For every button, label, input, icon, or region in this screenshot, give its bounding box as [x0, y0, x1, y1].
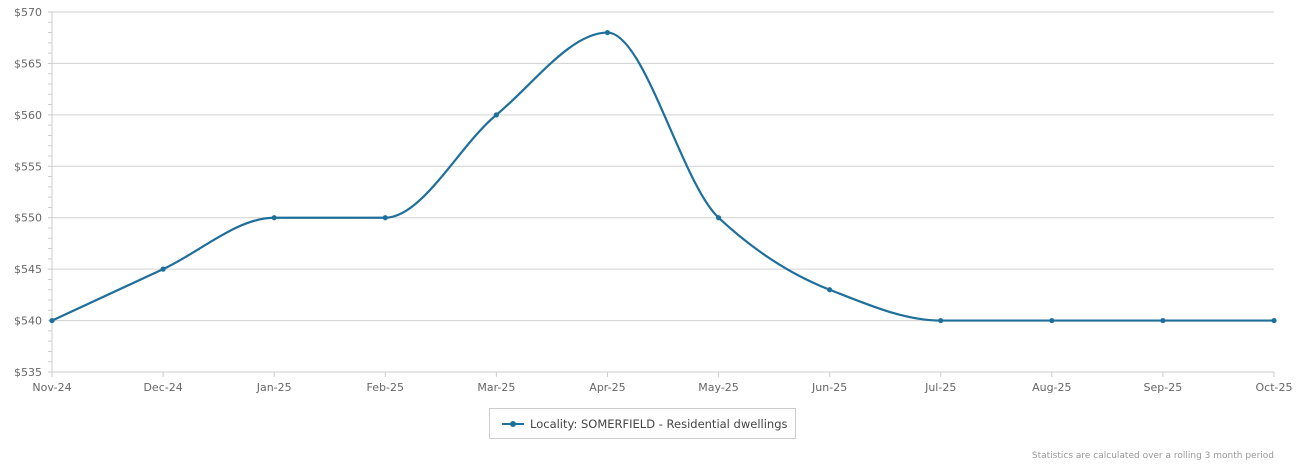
data-point[interactable]: [493, 112, 499, 118]
x-tick-label: Oct-25: [1256, 381, 1293, 394]
data-point[interactable]: [382, 215, 388, 221]
legend-swatch: [502, 419, 524, 429]
footnote: Statistics are calculated over a rolling…: [1031, 451, 1274, 461]
y-tick-label: $540: [14, 315, 42, 328]
x-tick-label: Aug-25: [1032, 381, 1071, 394]
x-tick-label: Feb-25: [367, 381, 404, 394]
x-tick-label: Jun-25: [811, 381, 847, 394]
x-tick-label: Apr-25: [589, 381, 625, 394]
y-tick-label: $545: [14, 263, 42, 276]
y-tick-label: $565: [14, 57, 42, 70]
axes: [48, 11, 1275, 377]
data-point[interactable]: [938, 317, 944, 324]
x-tick-label: Nov-24: [32, 381, 71, 394]
y-tick-label: $535: [14, 366, 42, 379]
y-tick-labels: $535 $540 $545 $550 $555 $560 $565 $570: [14, 6, 42, 379]
data-point[interactable]: [271, 215, 277, 221]
y-tick-label: $555: [14, 160, 42, 173]
x-tick-label: Sep-25: [1144, 381, 1183, 394]
x-tick-label: Jan-25: [256, 381, 292, 394]
series-points: [49, 29, 1277, 324]
data-point[interactable]: [1049, 317, 1055, 324]
data-point[interactable]: [715, 215, 722, 221]
data-point[interactable]: [1160, 317, 1166, 324]
data-point[interactable]: [49, 317, 55, 324]
y-tick-label: $560: [14, 109, 42, 122]
x-tick-label: Dec-24: [143, 381, 182, 394]
data-point[interactable]: [1271, 317, 1277, 324]
data-point[interactable]: [827, 287, 833, 293]
series-line-somerfield: [51, 31, 1274, 322]
x-tick-label: Jul-25: [924, 381, 956, 394]
x-tick-labels: Nov-24 Dec-24 Jan-25 Feb-25 Mar-25 Apr-25 May-…: [32, 381, 1292, 394]
y-tick-label: $550: [14, 212, 42, 225]
data-point[interactable]: [160, 266, 166, 272]
x-tick-label: May-25: [698, 381, 739, 394]
legend[interactable]: Locality: SOMERFIELD - Residential dwell…: [489, 408, 796, 439]
y-tick-label: $570: [14, 6, 42, 19]
legend-label: Locality: SOMERFIELD - Residential dwell…: [530, 416, 788, 431]
data-point[interactable]: [604, 29, 611, 36]
gridlines: [52, 11, 1274, 373]
x-tick-label: Mar-25: [477, 381, 515, 394]
